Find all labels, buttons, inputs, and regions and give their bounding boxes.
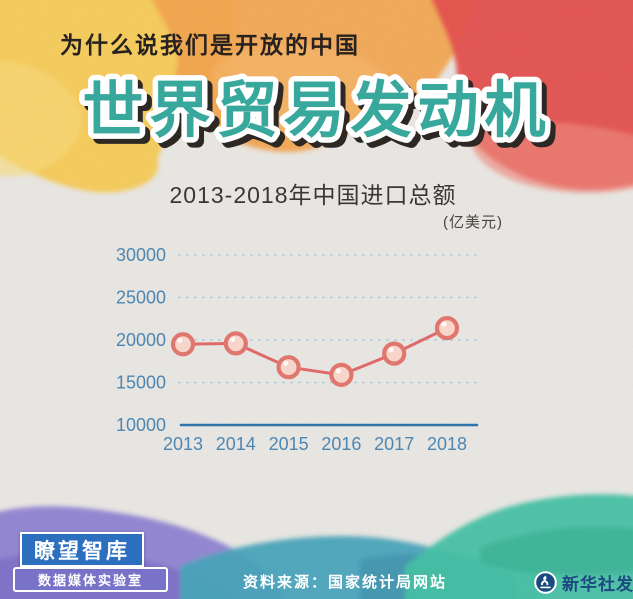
xinhua-emblem-icon [534, 571, 557, 594]
data-line [182, 326, 448, 377]
page-slogan: 为什么说我们是开放的中国 [60, 32, 360, 58]
marker-highlight [441, 321, 447, 327]
data-point-marker [434, 316, 460, 341]
x-tick-label: 2017 [374, 434, 414, 454]
marker-highlight [335, 368, 341, 374]
agency-credit-text: 新华社发 [562, 575, 633, 594]
marker-highlight [388, 347, 394, 353]
y-tick-label: 10000 [116, 415, 166, 435]
data-point-marker [170, 332, 196, 357]
lookout-thinktank-logo-text: 瞭望智库 [34, 539, 130, 563]
main-title: 世界贸易发动机 [82, 76, 551, 144]
data-point-marker [329, 362, 354, 387]
x-tick-label: 2014 [216, 434, 256, 454]
y-tick-label: 20000 [116, 330, 166, 350]
data-media-lab-badge: 数据媒体实验室 [13, 567, 168, 592]
data-point-marker [223, 331, 248, 356]
data-point-marker [382, 341, 407, 366]
marker-highlight [283, 360, 289, 366]
data-media-lab-text: 数据媒体实验室 [37, 573, 143, 588]
x-tick-label: 2013 [163, 434, 203, 454]
agency-credit: 新华社发 [534, 570, 633, 595]
x-tick-label: 2018 [427, 434, 467, 454]
main-title-art: 世界贸易发动机 世界贸易发动机 [77, 71, 556, 155]
chart-unit-label: (亿美元) [443, 214, 503, 231]
chart-title: 2013-2018年中国进口总额 [169, 182, 457, 208]
marker-highlight [230, 336, 236, 342]
y-tick-label: 15000 [116, 373, 166, 393]
marker-highlight [177, 337, 183, 343]
x-tick-label: 2016 [321, 434, 361, 454]
x-tick-label: 2015 [269, 434, 309, 454]
data-source-text: 资料来源：国家统计局网站 [242, 574, 447, 591]
data-point-marker [276, 355, 301, 380]
lookout-thinktank-logo: 瞭望智库 [20, 532, 144, 567]
y-tick-label: 25000 [116, 288, 166, 308]
main-title-shadow: 世界贸易发动机 [87, 81, 556, 149]
y-tick-label: 30000 [116, 245, 166, 265]
